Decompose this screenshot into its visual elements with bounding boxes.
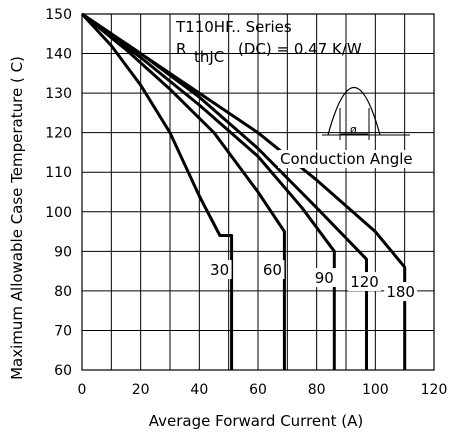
x-tick-label: 20 (132, 382, 150, 398)
series-label-bg (384, 282, 418, 302)
series-labels: 30 60 90 120 180 (207, 260, 418, 302)
y-tick-label: 70 (54, 323, 72, 339)
series-line-90 (81, 12, 336, 370)
plot-frame (81, 13, 435, 371)
series-label-30: 30 (210, 261, 229, 279)
y-tick-label: 150 (45, 7, 72, 23)
series-label-90: 90 (315, 269, 334, 287)
resistance-subscript: thJC (194, 48, 224, 66)
conduction-angle-label-box (278, 150, 408, 168)
series-label-bg (312, 268, 337, 288)
y-tick-label: 80 (54, 284, 72, 300)
conduction-angle-label: Conduction Angle (280, 150, 413, 168)
y-tick-label: 140 (45, 47, 72, 63)
x-tick-label: 120 (421, 382, 448, 398)
series-label-bg (348, 272, 382, 292)
series-title: T110HF.. Series (175, 18, 292, 36)
series-line-30 (80, 12, 234, 370)
resistance-value: (DC) = 0.47 K/W (238, 40, 362, 58)
series-label-180: 180 (386, 283, 415, 301)
y-axis-title: Maximum Allowable Case Temperature ( C) (8, 56, 26, 380)
series-line-60 (81, 12, 286, 370)
series-line-180 (81, 12, 407, 370)
x-tick-label: 60 (249, 382, 267, 398)
series-label-120: 120 (350, 273, 379, 291)
y-tick-label: 100 (45, 205, 72, 221)
x-tick-label: 80 (308, 382, 326, 398)
conduction-angle-icon: ø (322, 87, 410, 140)
y-tick-label: 130 (45, 86, 72, 102)
y-tick-label: 90 (54, 244, 72, 260)
series-label-60: 60 (263, 261, 282, 279)
series-lines (80, 12, 407, 370)
series-label-bg (207, 260, 232, 280)
resistance-symbol: R (176, 40, 186, 58)
x-tick-label: 40 (190, 382, 208, 398)
y-tick-label: 120 (45, 126, 72, 142)
series-label-bg (260, 260, 285, 280)
x-tick-label: 100 (362, 382, 389, 398)
x-tick-label: 0 (78, 382, 87, 398)
y-tick-label: 110 (45, 165, 72, 181)
x-axis-title: Average Forward Current (A) (149, 412, 364, 430)
phi-symbol: ø (350, 123, 357, 136)
y-tick-label: 60 (54, 363, 72, 379)
x-tick-labels: 0 20 40 60 80 100 120 (78, 382, 448, 398)
series-line-120 (81, 12, 368, 370)
y-tick-labels: 60 70 80 90 100 110 120 130 140 150 (45, 7, 72, 379)
